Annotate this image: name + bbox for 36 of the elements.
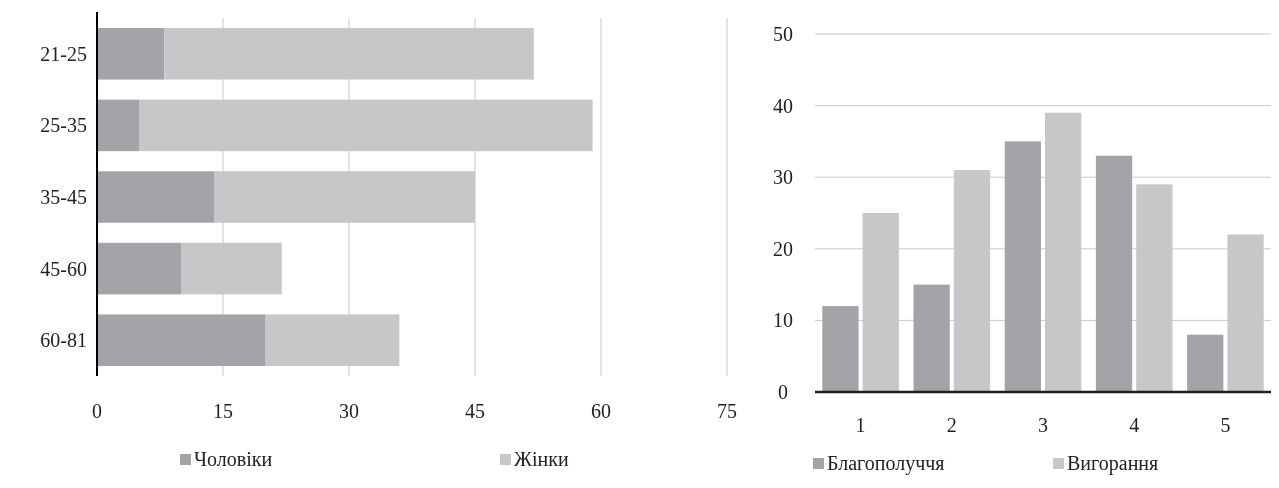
bar [97, 314, 265, 366]
x-tick-label: 45 [465, 400, 485, 422]
legend-label: Вигорання [1067, 452, 1159, 475]
bar [913, 284, 950, 392]
x-tick-label: 5 [1220, 414, 1231, 436]
x-tick-label: 15 [213, 400, 233, 422]
y-tick-label: 20 [773, 237, 793, 260]
y-tick-label: 35-45 [40, 186, 87, 208]
y-tick-label: 60-81 [40, 329, 87, 352]
x-tick-label: 4 [1129, 414, 1140, 436]
bar [822, 306, 859, 392]
bar [97, 242, 181, 295]
bar [97, 28, 165, 80]
x-tick-label: 75 [717, 400, 737, 422]
legend-label: Жінки [514, 448, 569, 470]
bar [1095, 155, 1133, 392]
y-tick-label: 45-60 [40, 257, 87, 280]
bar [97, 99, 139, 152]
bar [1004, 141, 1041, 392]
bar [1187, 334, 1224, 392]
y-tick-label: 50 [773, 23, 793, 45]
y-tick-label: 0 [778, 381, 788, 403]
x-tick-label: 0 [92, 400, 102, 422]
x-tick-label: 1 [855, 414, 866, 436]
x-tick-label: 60 [591, 400, 611, 422]
y-tick-label: 25-35 [40, 114, 87, 137]
x-tick-label: 2 [946, 414, 957, 436]
y-tick-label: 21-25 [40, 42, 87, 65]
y-tick-label: 10 [773, 309, 793, 332]
y-tick-label: 40 [773, 94, 793, 117]
y-tick-label: 30 [773, 166, 793, 189]
legend-label: Благополуччя [827, 452, 945, 475]
x-tick-label: 3 [1038, 414, 1048, 436]
bar [97, 171, 215, 223]
x-tick-label: 30 [339, 400, 359, 422]
legend-label: Чоловіки [194, 448, 273, 470]
